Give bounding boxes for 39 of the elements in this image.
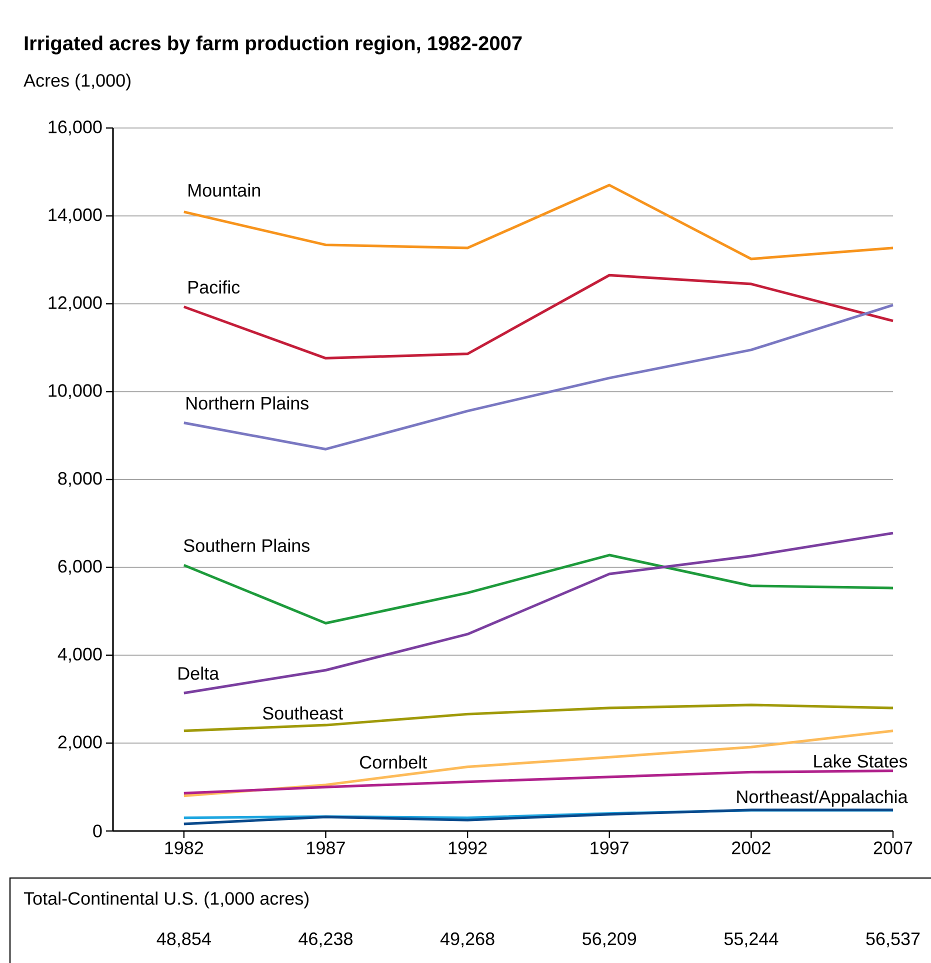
y-tick-label: 10,000 <box>48 384 102 400</box>
chart-title: Irrigated acres by farm production region, 1982-2007 <box>24 36 522 54</box>
line-series <box>182 184 894 260</box>
series-label: Pacific <box>188 280 240 294</box>
text: 55,244 <box>724 932 778 948</box>
line-series <box>182 808 894 826</box>
x-tick-label: 1992 <box>448 842 487 854</box>
line-series <box>182 704 894 732</box>
series-label: Northern Plains <box>186 396 308 410</box>
y-tick-label: 8,000 <box>58 472 102 487</box>
line-series <box>182 554 894 624</box>
y-tick-label: 12,000 <box>48 296 102 312</box>
series-label: Northeast/Appalachia <box>737 790 908 807</box>
y-tick-label: 4,000 <box>58 648 102 663</box>
x-tick-label: 2002 <box>732 842 770 854</box>
series-label: Mountain <box>188 183 260 197</box>
series-label: Cornbelt <box>360 755 428 769</box>
text: Total-Continental U.S. (1,000 acres) <box>24 892 309 908</box>
line-series <box>182 304 894 450</box>
x-tick-label: 1982 <box>165 842 204 854</box>
x-tick-label: 1987 <box>307 842 345 854</box>
y-tick-label: 6,000 <box>58 560 102 575</box>
y-axis-title: Acres (1,000) <box>24 74 130 90</box>
x-tick-label: 2007 <box>874 842 912 854</box>
text: 46,238 <box>298 932 352 948</box>
text: 48,854 <box>156 932 211 948</box>
y-tick-label: 2,000 <box>58 736 102 751</box>
y-tick-label: 0 <box>93 824 102 838</box>
y-tick-label: 16,000 <box>48 120 102 136</box>
text: 49,268 <box>440 932 494 948</box>
series-label: Lake States <box>814 754 908 768</box>
series-label: Southeast <box>262 706 344 720</box>
y-tick-label: 14,000 <box>48 208 102 224</box>
text: 56,537 <box>866 932 920 948</box>
x-tick-label: 1997 <box>590 842 628 854</box>
text: 56,209 <box>582 932 636 948</box>
series-label: Delta <box>178 666 220 680</box>
series-label: Southern Plains <box>184 538 310 552</box>
line-series <box>182 274 894 360</box>
